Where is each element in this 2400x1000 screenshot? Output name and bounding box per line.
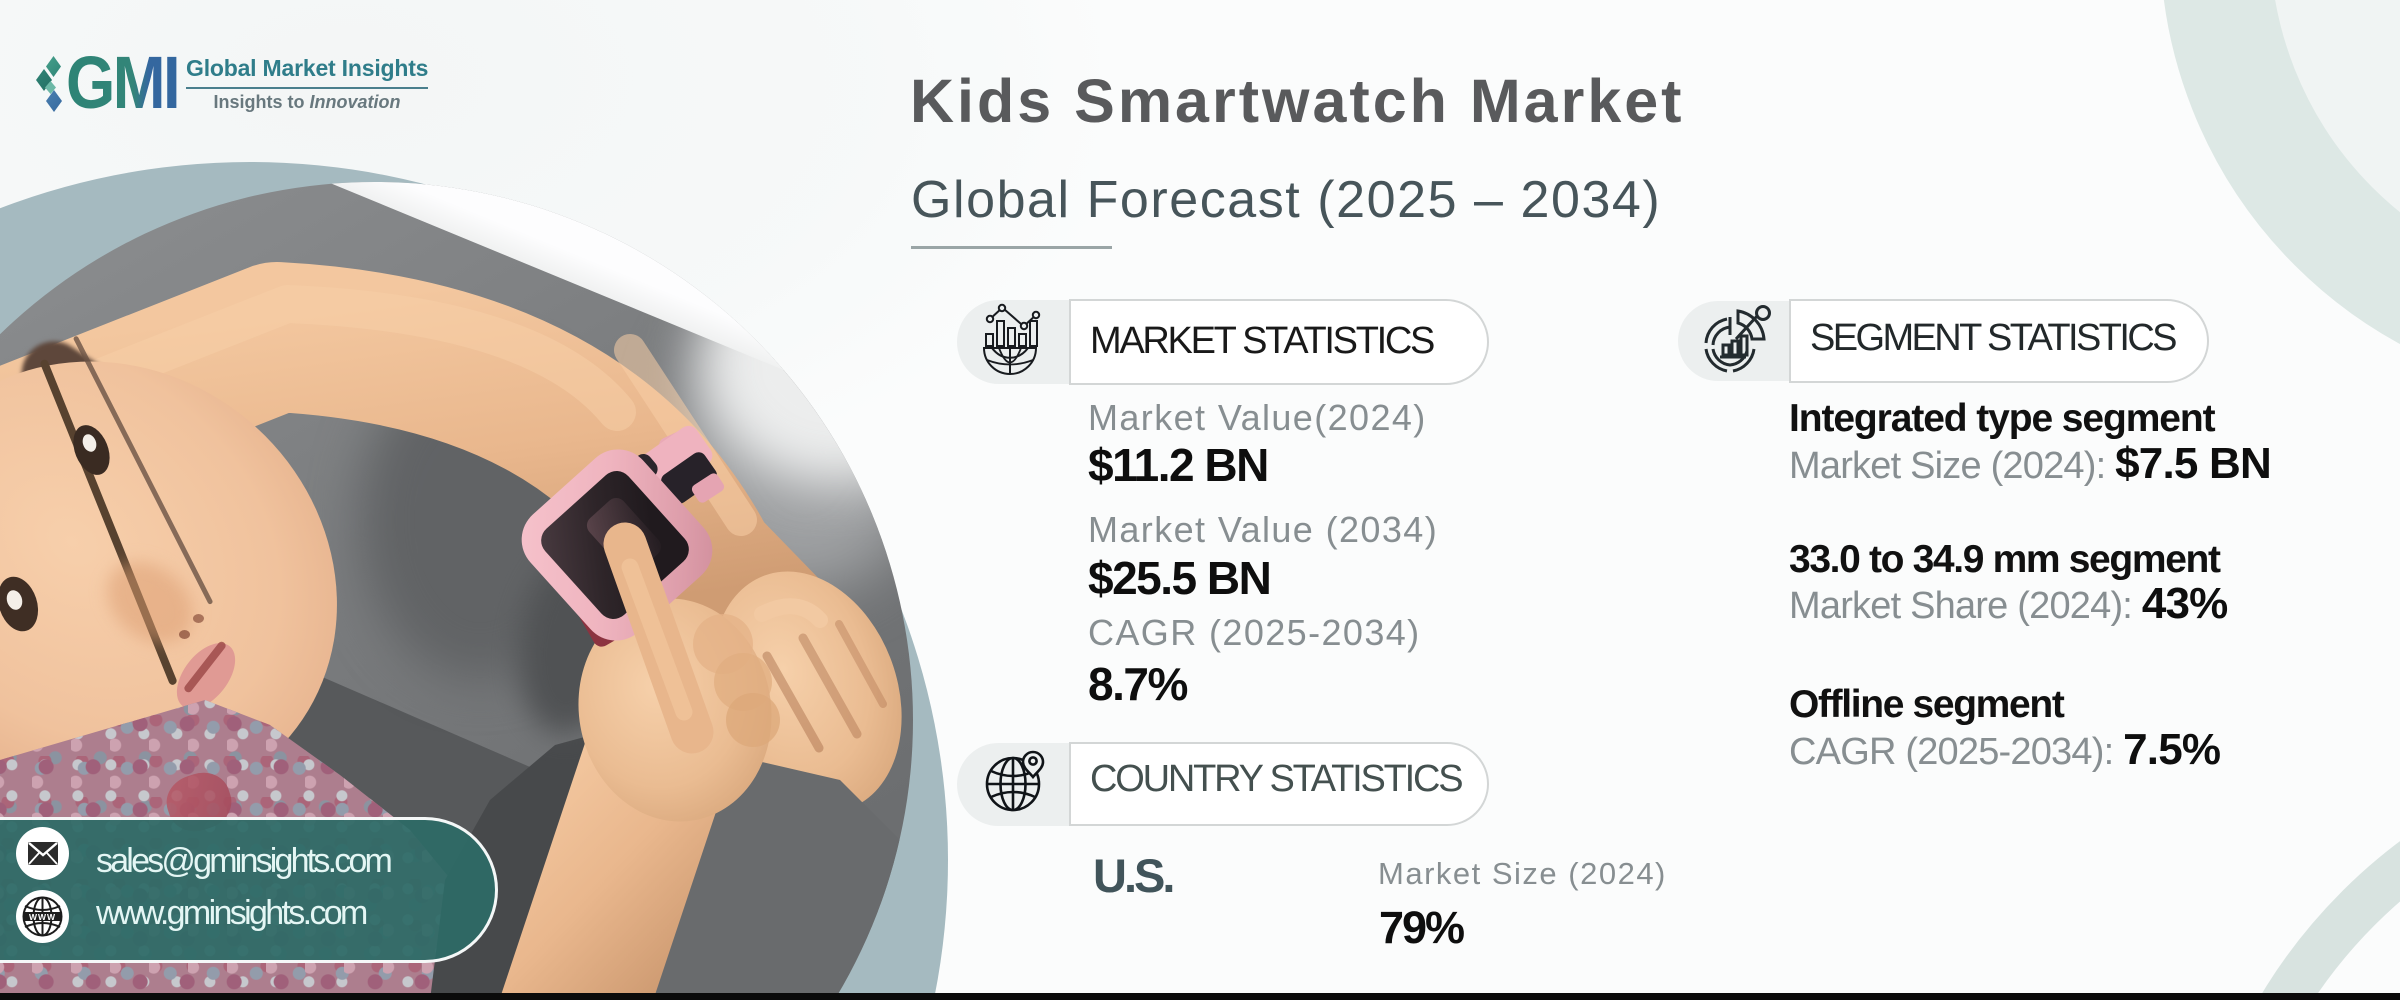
svg-text:WWW: WWW [29,912,56,922]
svg-text:GMI: GMI [66,49,178,117]
